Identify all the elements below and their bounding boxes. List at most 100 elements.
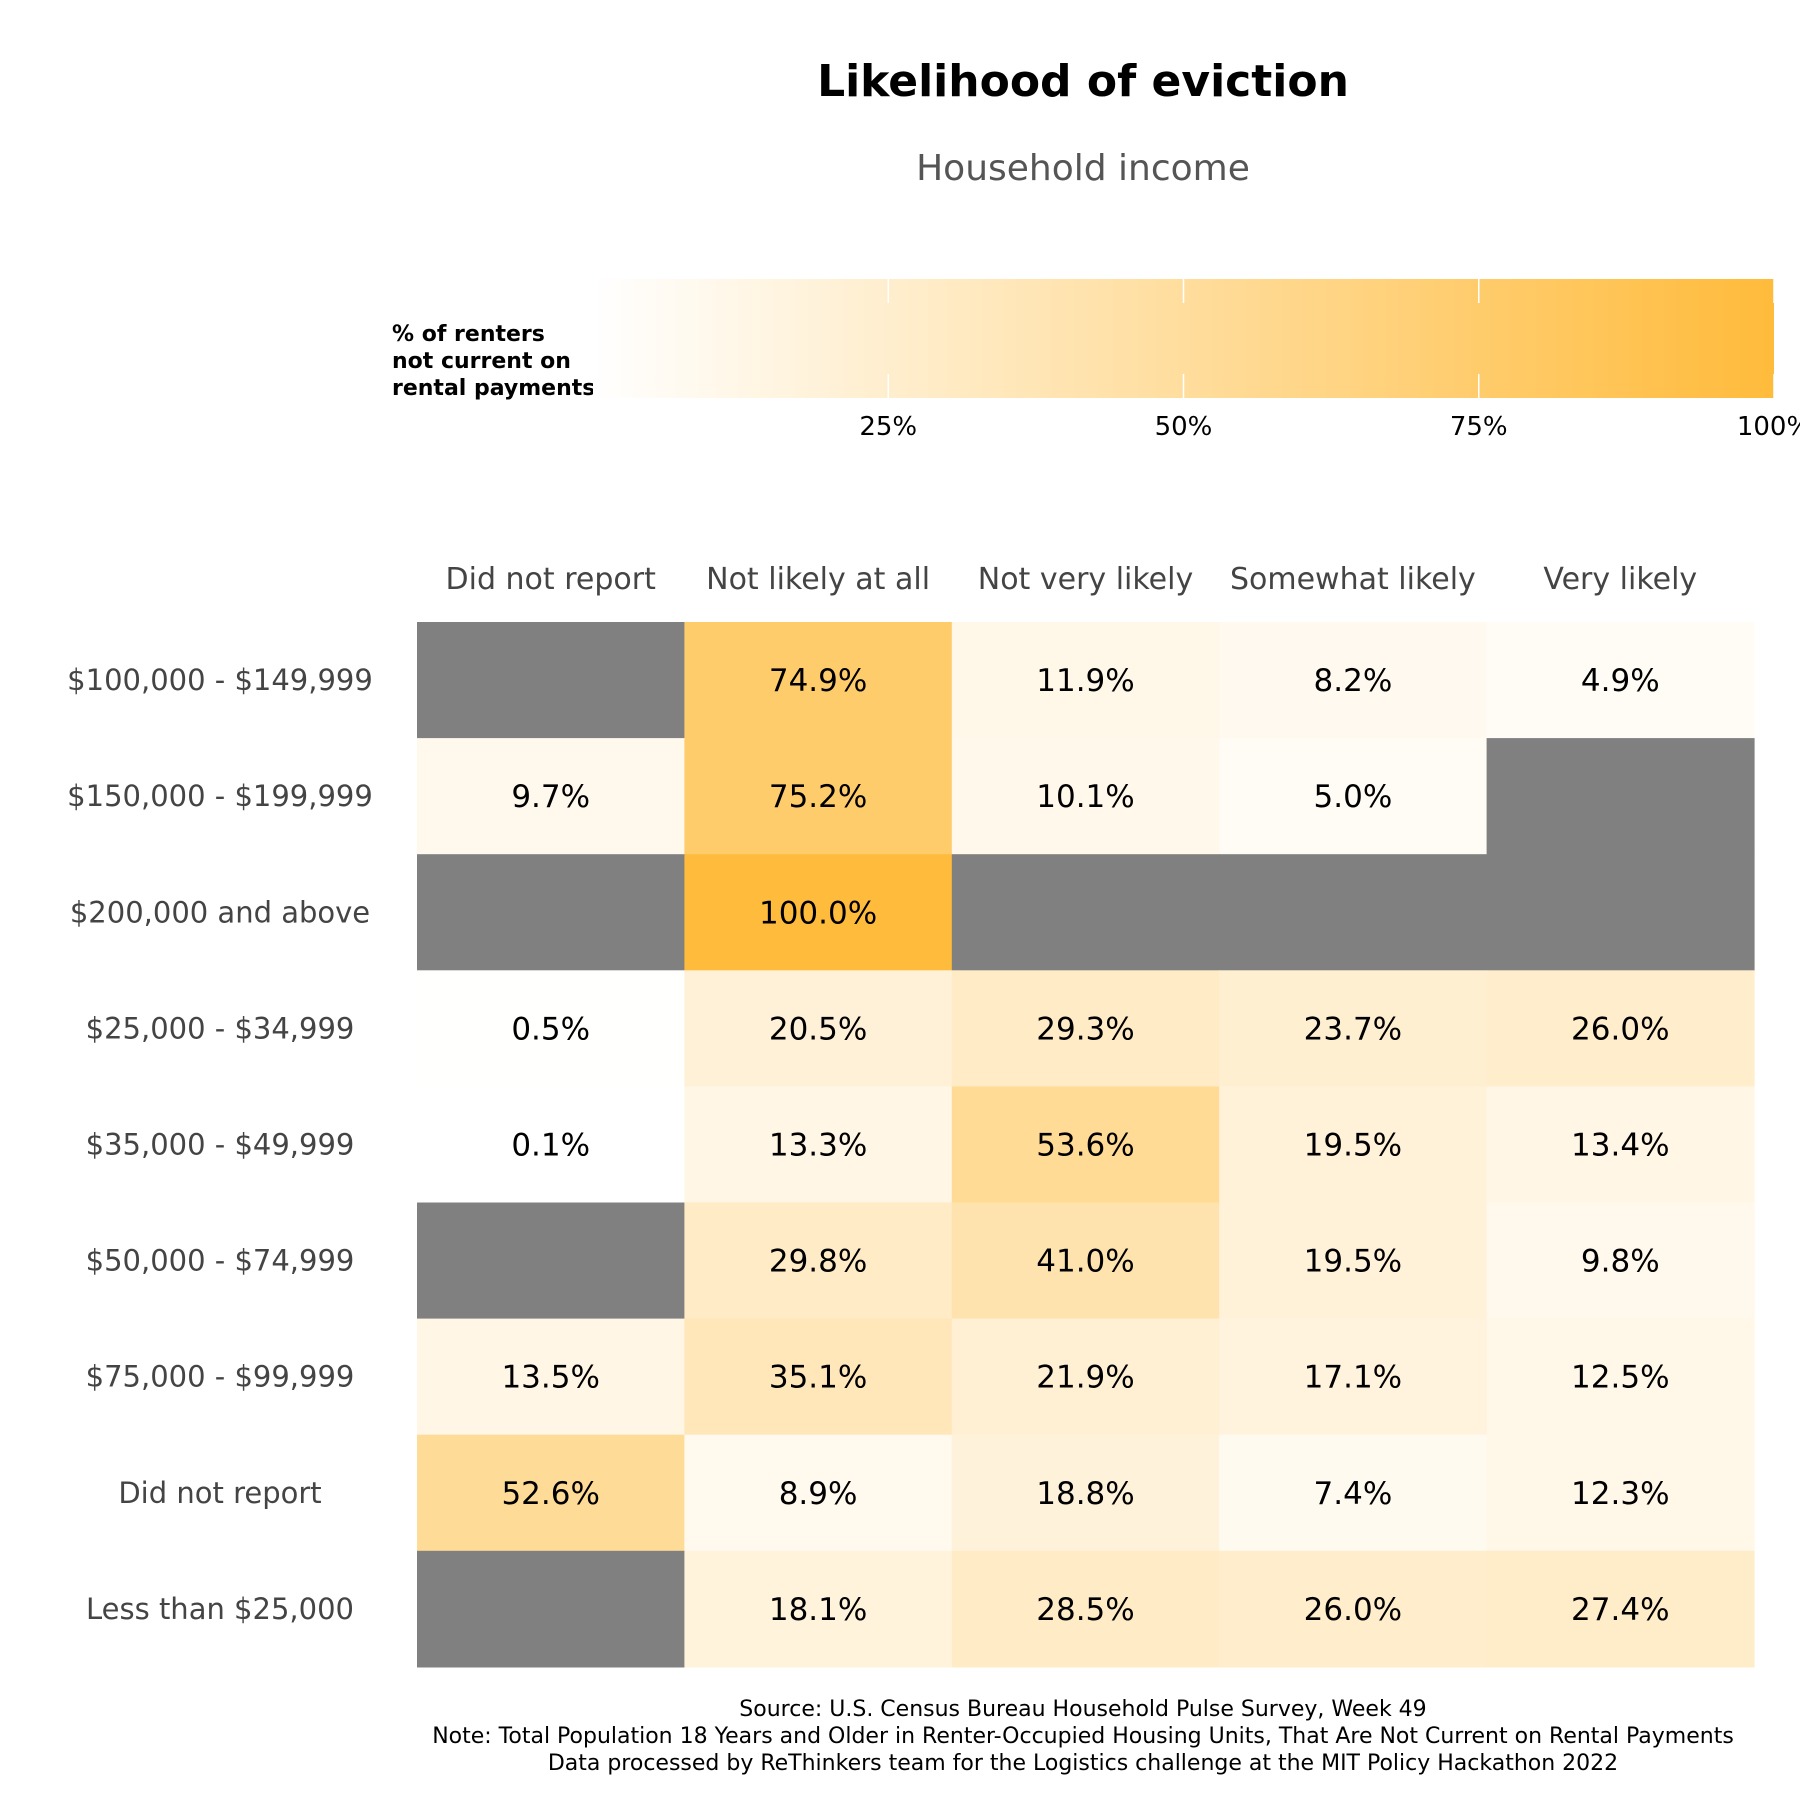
cell-value-label: 100.0% bbox=[759, 895, 877, 931]
cell-value-label: 26.0% bbox=[1304, 1592, 1402, 1628]
cell-value-label: 75.2% bbox=[769, 779, 867, 815]
legend-title-line-3: rental payments bbox=[392, 376, 595, 401]
heatmap-cell bbox=[1486, 1550, 1755, 1668]
column-label: Did not report bbox=[446, 562, 657, 597]
cell-value-label: 53.6% bbox=[1036, 1127, 1134, 1163]
column-label: Somewhat likely bbox=[1230, 562, 1476, 597]
caption-note: Note: Total Population 18 Years and Olde… bbox=[432, 1724, 1734, 1749]
column-label: Not likely at all bbox=[706, 562, 930, 597]
cell-value-label: 29.8% bbox=[769, 1244, 867, 1280]
cell-value-label: 29.3% bbox=[1036, 1011, 1134, 1047]
cell-value-label: 0.5% bbox=[511, 1011, 590, 1047]
caption: Source: U.S. Census Bureau Household Pul… bbox=[432, 1697, 1734, 1776]
heatmap-cell-missing bbox=[951, 854, 1220, 971]
cell-value-label: 10.1% bbox=[1036, 779, 1134, 815]
heatmap-cell bbox=[684, 854, 953, 971]
heatmap-cell bbox=[1486, 970, 1755, 1087]
row-label: Did not report bbox=[118, 1476, 321, 1510]
heatmap-cell-missing bbox=[417, 1550, 685, 1668]
legend-tick-label: 50% bbox=[1155, 412, 1213, 442]
heatmap-cell bbox=[1219, 1434, 1488, 1552]
cell-value-label: 27.4% bbox=[1571, 1592, 1669, 1628]
cell-value-label: 13.5% bbox=[501, 1360, 599, 1396]
heatmap-cell bbox=[1219, 1550, 1488, 1668]
heatmap-cell bbox=[684, 1318, 953, 1436]
chart-subtitle: Household income bbox=[916, 148, 1250, 189]
cell-value-label: 12.3% bbox=[1571, 1476, 1669, 1512]
cell-value-label: 4.9% bbox=[1581, 663, 1660, 699]
column-label: Not very likely bbox=[978, 562, 1193, 597]
heatmap-cell bbox=[1486, 1202, 1755, 1320]
row-label: $35,000 - $49,999 bbox=[86, 1127, 355, 1161]
heatmap-cell bbox=[1219, 622, 1488, 739]
heatmap-cell-missing bbox=[1219, 854, 1488, 971]
heatmap-cell bbox=[684, 738, 953, 855]
column-labels: Did not report Not likely at all Not very … bbox=[446, 562, 1698, 597]
heatmap-cell bbox=[417, 1434, 685, 1552]
heatmap-cell-missing bbox=[1486, 738, 1755, 855]
heatmap-cell bbox=[951, 1434, 1220, 1552]
heatmap-cell bbox=[417, 1086, 685, 1204]
heatmap-cell bbox=[951, 1202, 1220, 1320]
cell-value-label: 17.1% bbox=[1304, 1360, 1402, 1396]
cell-value-label: 19.5% bbox=[1304, 1127, 1402, 1163]
row-label: Less than $25,000 bbox=[86, 1592, 354, 1626]
row-label: $75,000 - $99,999 bbox=[86, 1360, 355, 1394]
caption-credit: Data processed by ReThinkers team for th… bbox=[548, 1751, 1618, 1776]
cell-value-label: 5.0% bbox=[1314, 779, 1393, 815]
cell-value-label: 52.6% bbox=[501, 1476, 599, 1512]
cell-value-label: 8.2% bbox=[1314, 663, 1393, 699]
row-label: $150,000 - $199,999 bbox=[67, 779, 373, 813]
heatmap-cell bbox=[951, 622, 1220, 739]
heatmap-cell bbox=[417, 738, 685, 855]
cell-value-label: 13.4% bbox=[1571, 1127, 1669, 1163]
caption-source: Source: U.S. Census Bureau Household Pul… bbox=[739, 1697, 1426, 1722]
heatmap-cell bbox=[684, 1202, 953, 1320]
heatmap-cell bbox=[951, 1086, 1220, 1204]
heatmap-cell bbox=[1219, 1202, 1488, 1320]
cell-value-label: 19.5% bbox=[1304, 1244, 1402, 1280]
heatmap-cell-missing bbox=[1486, 854, 1755, 971]
heatmap-cell bbox=[417, 1318, 685, 1436]
heatmap-cells: 74.9% 11.9% 8.2% 4.9% 9.7% 75.2% 10.1% 5.0% 100.… bbox=[417, 622, 1755, 1668]
color-legend: % of renters not current on rental payme… bbox=[392, 279, 1800, 442]
row-label: $25,000 - $34,999 bbox=[86, 1011, 355, 1045]
cell-value-label: 13.3% bbox=[769, 1127, 867, 1163]
heatmap-cell bbox=[684, 1550, 953, 1668]
heatmap-cell bbox=[1219, 1318, 1488, 1436]
legend-title-line-1: % of renters bbox=[392, 322, 545, 347]
chart-title: Likelihood of eviction bbox=[817, 56, 1349, 107]
cell-value-label: 9.8% bbox=[1581, 1244, 1660, 1280]
legend-ticks: 25% 50% 75% 100% bbox=[859, 279, 1800, 442]
heatmap-cell bbox=[951, 738, 1220, 855]
heatmap-cell bbox=[684, 622, 953, 739]
cell-value-label: 11.9% bbox=[1036, 663, 1134, 699]
row-label: $50,000 - $74,999 bbox=[86, 1244, 355, 1278]
cell-value-label: 9.7% bbox=[511, 779, 590, 815]
heatmap-cell bbox=[951, 1550, 1220, 1668]
heatmap-cell-missing bbox=[417, 1202, 685, 1320]
cell-value-label: 0.1% bbox=[511, 1127, 590, 1163]
heatmap-cell bbox=[951, 970, 1220, 1087]
heatmap-cell-missing bbox=[417, 854, 685, 971]
heatmap-cell bbox=[684, 1434, 953, 1552]
heatmap-cell bbox=[1219, 1086, 1488, 1204]
heatmap-cell bbox=[951, 1318, 1220, 1436]
cell-value-label: 35.1% bbox=[769, 1360, 867, 1396]
cell-value-label: 18.1% bbox=[769, 1592, 867, 1628]
cell-value-label: 8.9% bbox=[779, 1476, 858, 1512]
cell-value-label: 74.9% bbox=[769, 663, 867, 699]
heatmap-cell bbox=[417, 970, 685, 1087]
legend-title-line-2: not current on bbox=[392, 349, 571, 374]
heatmap-cell bbox=[1219, 738, 1488, 855]
heatmap-cell bbox=[1486, 1086, 1755, 1204]
heatmap-cell bbox=[1486, 622, 1755, 739]
row-labels: $100,000 - $149,999 $150,000 - $199,999 $2… bbox=[67, 663, 373, 1626]
cell-value-label: 20.5% bbox=[769, 1011, 867, 1047]
legend-tick-label: 75% bbox=[1450, 412, 1508, 442]
heatmap-cell-missing bbox=[417, 622, 685, 739]
cell-value-label: 23.7% bbox=[1304, 1011, 1402, 1047]
column-label: Very likely bbox=[1543, 562, 1697, 597]
heatmap-cell bbox=[1486, 1434, 1755, 1552]
